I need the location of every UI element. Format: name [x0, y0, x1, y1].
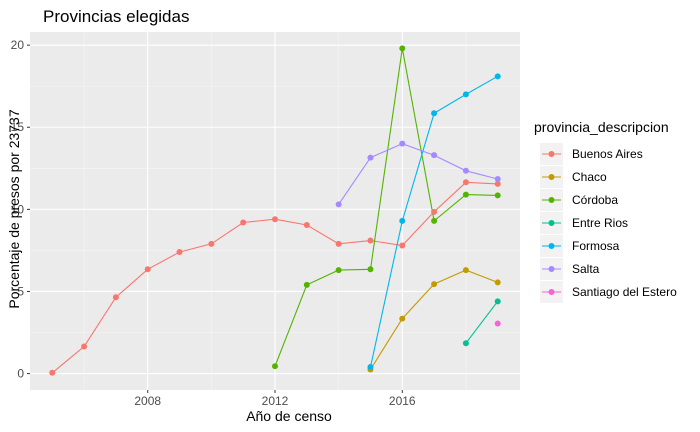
data-point-buenos-aires [272, 216, 278, 223]
data-point-chaco [399, 315, 406, 322]
data-point-cordoba [494, 192, 501, 199]
legend-label-salta: Salta [572, 262, 600, 276]
data-point-santiago-del-estero [494, 320, 501, 327]
data-point-buenos-aires [335, 240, 342, 247]
legend-key-point [548, 220, 555, 226]
legend: provincia_descripcion Buenos Aires Chaco C… [534, 119, 677, 303]
data-point-buenos-aires [176, 249, 183, 256]
data-point-buenos-aires [81, 343, 88, 350]
data-point-entre-rios [494, 298, 501, 305]
y-axis-title: Porcentaje de presos por 23737 [6, 109, 22, 308]
legend-label-entre-rios: Entre Rios [572, 216, 628, 230]
x-tick-label: 2008 [134, 394, 161, 408]
legend-key-point [548, 243, 555, 249]
data-point-buenos-aires [49, 369, 56, 376]
legend-label-cordoba: Córdoba [572, 193, 618, 207]
data-point-cordoba [272, 363, 278, 370]
legend-key-point [548, 289, 555, 295]
y-tick-label: 20 [11, 38, 25, 52]
data-point-buenos-aires [144, 266, 151, 273]
data-point-formosa [431, 110, 438, 117]
series-points [49, 45, 501, 376]
series-line-entre-rios [465, 300, 499, 344]
x-axis-title: Año de censo [246, 408, 332, 424]
data-point-buenos-aires [494, 180, 501, 187]
data-point-formosa [399, 217, 406, 224]
legend-title: provincia_descripcion [534, 119, 669, 135]
data-point-buenos-aires [112, 294, 119, 301]
y-tick-label: 15 [11, 120, 25, 134]
data-point-formosa [462, 91, 469, 98]
data-point-chaco [494, 279, 501, 286]
legend-label-formosa: Formosa [572, 239, 620, 253]
grid-lines [30, 32, 520, 390]
y-tick-label: 5 [17, 284, 24, 298]
data-point-salta [399, 140, 406, 147]
data-point-formosa [367, 364, 374, 371]
data-point-buenos-aires [240, 219, 247, 226]
legend-label-santiago-del-estero: Santiago del Estero [572, 285, 677, 299]
legend-key-point [548, 174, 555, 180]
data-point-chaco [462, 267, 469, 274]
data-point-salta [431, 152, 438, 159]
data-point-cordoba [462, 191, 469, 198]
legend-key-point [548, 151, 555, 157]
series-line-cordoba [274, 48, 498, 367]
data-point-salta [367, 154, 374, 161]
data-point-salta [462, 167, 469, 174]
data-point-buenos-aires [303, 221, 310, 228]
data-point-cordoba [303, 281, 310, 288]
legend-label-chaco: Chaco [572, 170, 607, 184]
x-tick-label: 2016 [389, 394, 416, 408]
y-tick-label: 0 [17, 367, 24, 381]
data-point-buenos-aires [462, 179, 469, 186]
data-point-cordoba [335, 267, 342, 274]
data-point-cordoba [399, 45, 406, 52]
data-point-buenos-aires [431, 208, 438, 215]
data-point-chaco [431, 281, 438, 288]
data-point-salta [494, 175, 501, 182]
data-point-cordoba [367, 266, 374, 273]
data-point-buenos-aires [399, 242, 406, 249]
x-tick-label: 2012 [262, 394, 289, 408]
data-point-buenos-aires [208, 240, 215, 247]
legend-label-buenos-aires: Buenos Aires [572, 147, 643, 161]
data-point-buenos-aires [367, 237, 374, 244]
axis-ticks: 2008 2012 2016 0 5 10 15 20 [11, 38, 416, 408]
y-tick-label: 10 [11, 202, 25, 216]
data-point-entre-rios [462, 340, 469, 347]
series-line-salta [338, 143, 498, 205]
legend-key-point [548, 266, 555, 272]
data-point-salta [335, 201, 342, 208]
data-point-cordoba [431, 217, 438, 224]
legend-key-point [548, 197, 555, 203]
data-point-formosa [494, 73, 501, 80]
chart-title: Provincias elegidas [43, 7, 189, 26]
